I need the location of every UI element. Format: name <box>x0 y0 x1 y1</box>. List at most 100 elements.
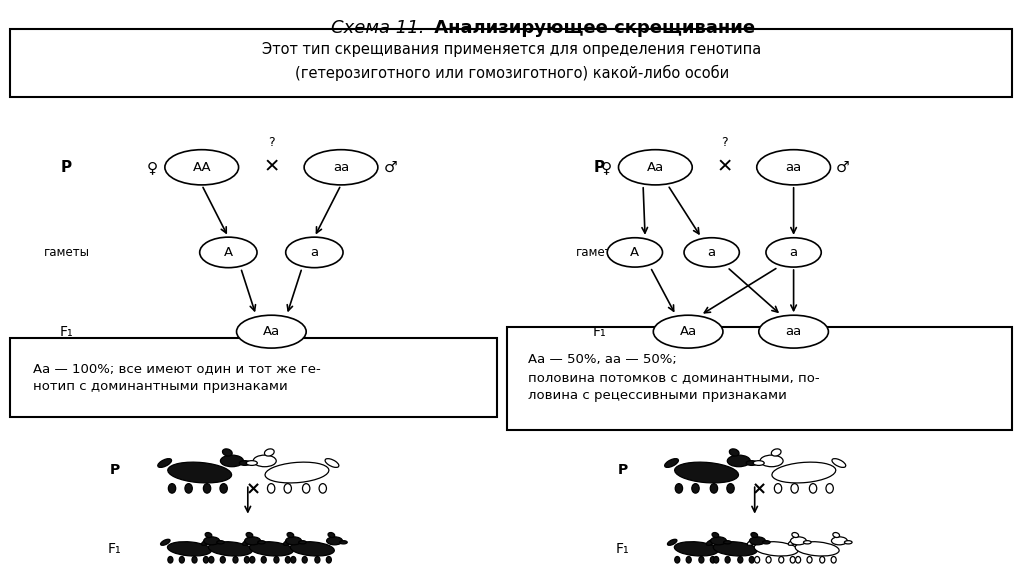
Ellipse shape <box>302 556 307 563</box>
Ellipse shape <box>202 539 211 545</box>
Ellipse shape <box>284 539 293 545</box>
Ellipse shape <box>168 542 211 556</box>
Ellipse shape <box>165 150 239 185</box>
Ellipse shape <box>200 237 257 268</box>
Ellipse shape <box>319 484 327 493</box>
Ellipse shape <box>675 542 718 556</box>
Text: ✕: ✕ <box>263 158 280 177</box>
Text: ♀: ♀ <box>147 160 158 175</box>
Ellipse shape <box>778 556 783 563</box>
Ellipse shape <box>222 449 232 456</box>
Ellipse shape <box>712 532 719 538</box>
Ellipse shape <box>792 532 799 538</box>
Ellipse shape <box>220 484 227 493</box>
Ellipse shape <box>158 458 172 467</box>
Ellipse shape <box>707 539 716 545</box>
Ellipse shape <box>232 556 238 563</box>
Text: ×: × <box>753 480 767 498</box>
Ellipse shape <box>725 556 730 563</box>
Ellipse shape <box>314 556 319 563</box>
Ellipse shape <box>692 484 699 493</box>
Ellipse shape <box>760 455 783 467</box>
Ellipse shape <box>804 541 811 544</box>
Ellipse shape <box>809 484 817 493</box>
Ellipse shape <box>714 556 719 563</box>
Ellipse shape <box>161 539 170 545</box>
Ellipse shape <box>668 539 677 545</box>
Ellipse shape <box>826 484 834 493</box>
Text: F₁: F₁ <box>592 325 606 339</box>
Ellipse shape <box>755 556 760 563</box>
Ellipse shape <box>291 542 334 556</box>
Ellipse shape <box>245 537 260 545</box>
Ellipse shape <box>250 542 293 556</box>
Ellipse shape <box>179 556 184 563</box>
Ellipse shape <box>273 556 279 563</box>
Ellipse shape <box>286 556 291 563</box>
Ellipse shape <box>302 484 310 493</box>
Ellipse shape <box>204 484 211 493</box>
Ellipse shape <box>209 542 252 556</box>
Ellipse shape <box>686 556 691 563</box>
Ellipse shape <box>771 449 781 456</box>
Ellipse shape <box>246 532 253 538</box>
Text: ×: × <box>246 480 260 498</box>
Text: ♂: ♂ <box>836 160 850 175</box>
Ellipse shape <box>675 556 680 563</box>
Ellipse shape <box>796 542 839 556</box>
Text: ✕: ✕ <box>717 158 732 177</box>
Ellipse shape <box>665 458 679 467</box>
Ellipse shape <box>299 541 306 544</box>
Ellipse shape <box>675 484 683 493</box>
Ellipse shape <box>751 532 758 538</box>
Ellipse shape <box>724 541 731 544</box>
Text: aa: aa <box>333 161 349 174</box>
Ellipse shape <box>291 556 296 563</box>
Ellipse shape <box>727 455 751 467</box>
Ellipse shape <box>831 458 846 467</box>
Ellipse shape <box>205 532 212 538</box>
Ellipse shape <box>750 556 755 563</box>
Text: A: A <box>631 246 639 259</box>
Ellipse shape <box>243 539 252 545</box>
Ellipse shape <box>267 484 274 493</box>
Ellipse shape <box>286 237 343 268</box>
Ellipse shape <box>220 455 244 467</box>
Ellipse shape <box>833 532 840 538</box>
Ellipse shape <box>791 484 799 493</box>
FancyBboxPatch shape <box>10 29 1012 97</box>
Ellipse shape <box>675 462 738 483</box>
Ellipse shape <box>204 556 209 563</box>
Text: Aa: Aa <box>647 161 664 174</box>
Ellipse shape <box>328 532 335 538</box>
Ellipse shape <box>607 238 663 267</box>
Text: a: a <box>790 246 798 259</box>
Ellipse shape <box>209 556 214 563</box>
Ellipse shape <box>737 556 742 563</box>
Ellipse shape <box>168 462 231 483</box>
Ellipse shape <box>327 556 332 563</box>
Text: ♂: ♂ <box>383 160 397 175</box>
FancyBboxPatch shape <box>507 327 1012 430</box>
Ellipse shape <box>791 537 806 545</box>
Ellipse shape <box>757 150 830 185</box>
Text: F₁: F₁ <box>108 542 122 556</box>
Ellipse shape <box>287 532 294 538</box>
Ellipse shape <box>796 556 801 563</box>
Ellipse shape <box>788 539 798 545</box>
Ellipse shape <box>791 556 796 563</box>
Text: AA: AA <box>193 161 211 174</box>
Ellipse shape <box>204 537 219 545</box>
Ellipse shape <box>698 556 703 563</box>
Text: гаметы: гаметы <box>44 246 89 259</box>
Ellipse shape <box>220 556 225 563</box>
Ellipse shape <box>754 461 764 465</box>
Text: Анализирующее скрещивание: Анализирующее скрещивание <box>428 19 755 37</box>
Text: F₁: F₁ <box>59 325 74 339</box>
Text: P: P <box>110 463 120 477</box>
Text: Этот тип скрещивания применяется для определения генотипа
(гетерозиготного или г: Этот тип скрещивания применяется для опр… <box>262 42 762 81</box>
Ellipse shape <box>325 458 339 467</box>
Text: Aa: Aa <box>263 325 280 338</box>
FancyBboxPatch shape <box>10 338 497 417</box>
Text: F₁: F₁ <box>615 542 630 556</box>
